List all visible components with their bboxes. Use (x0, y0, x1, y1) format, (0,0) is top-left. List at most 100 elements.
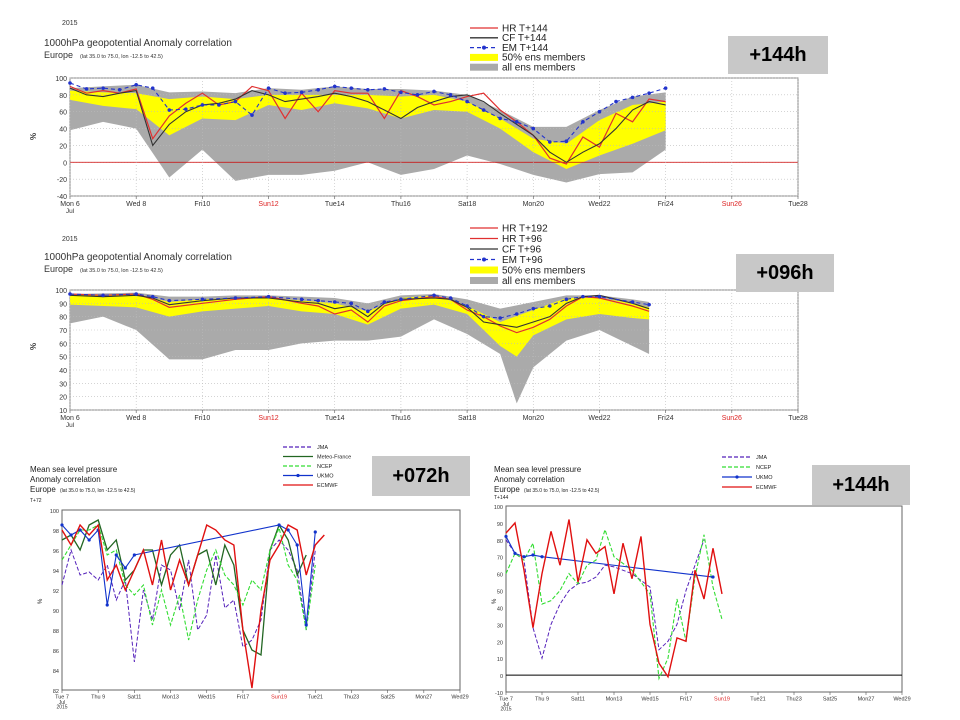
plot-area: 10 20 30 40 50 60 70 80 90 100 Mon 6 Wed 8 Fri10 Sun1… (55, 288, 808, 429)
chart-region-note: (lat 35.0 to 75.0, lon -12.5 to 42.5) (524, 488, 600, 494)
x-tick-label: Tue 7 (499, 697, 513, 703)
legend-label: UKMO (756, 475, 773, 481)
point-em-t-144 (647, 91, 651, 95)
point-em-t-144 (597, 109, 602, 114)
y-tick-label: -10 (495, 691, 503, 697)
y-tick-label: -40 (57, 194, 67, 201)
x-year-label: 2015 (500, 707, 511, 713)
legend-swatch (470, 277, 498, 284)
legend-label: CF T+96 (502, 244, 541, 255)
point-em-t-144 (84, 87, 89, 91)
point-em-t-96 (101, 293, 105, 298)
point-em-t-144 (415, 93, 420, 97)
point-ukmo (132, 553, 136, 557)
all-ens-members-band (70, 292, 650, 404)
point-em-t-144 (332, 84, 337, 89)
point-em-t-96 (134, 292, 138, 296)
y-tick-label: 10 (497, 657, 503, 663)
x-tick-label: Tue 7 (55, 695, 69, 701)
chart-title: Mean sea level pressure (494, 465, 582, 474)
point-em-t-96 (68, 292, 72, 296)
y-tick-label: 90 (53, 609, 59, 615)
y-tick-label: 60 (497, 573, 503, 579)
point-em-t-144 (299, 90, 304, 95)
point-em-t-96 (332, 300, 337, 304)
lead-time-badge: +072h (372, 456, 470, 496)
point-em-t-144 (663, 86, 668, 90)
y-tick-label: 0 (63, 160, 67, 167)
point-em-t-96 (481, 314, 486, 319)
x-tick-label: Sun19 (714, 697, 730, 703)
point-em-t-96 (448, 296, 453, 300)
y-tick-label: 90 (497, 522, 503, 528)
point-em-t-96 (200, 297, 205, 302)
x-tick-label: Sat18 (458, 201, 476, 208)
point-em-t-96 (597, 294, 602, 299)
chart-region: Europe (44, 264, 73, 274)
series-ukmo (61, 524, 316, 626)
point-ukmo (60, 523, 64, 527)
point-em-t-144 (564, 139, 569, 144)
x-month-label: Jul (503, 702, 509, 708)
x-tick-label: Tue14 (325, 415, 345, 422)
lead-label: T+72 (30, 498, 42, 504)
point-ukmo (87, 538, 91, 542)
point-em-t-144 (117, 88, 122, 92)
x-tick-label: Mon27 (415, 695, 432, 701)
x-tick-label: Wed22 (588, 415, 610, 422)
point-em-t-96 (167, 298, 172, 303)
series-ncep (61, 524, 316, 641)
x-tick-label: Tue14 (325, 201, 345, 208)
x-tick-label: Mon20 (523, 415, 545, 422)
y-tick-label: 100 (494, 505, 503, 511)
point-em-t-144 (498, 116, 502, 121)
y-tick-label: 30 (497, 623, 503, 629)
chart-title: Mean sea level pressure (30, 465, 118, 474)
y-tick-label: 80 (59, 315, 67, 322)
x-month-label: Jul (59, 700, 65, 706)
x-tick-label: Fri24 (658, 415, 674, 422)
chart-panel-4: Mean sea level pressure Anomaly correlat… (492, 455, 911, 713)
lead-time-badge: +096h (736, 254, 834, 292)
point-em-t-144 (266, 86, 271, 90)
point-ukmo (123, 566, 127, 570)
point-ukmo (295, 543, 299, 547)
legend-label: HR T+96 (502, 234, 543, 245)
point-em-t-144 (382, 87, 387, 91)
legend-label: Meteo-France (317, 454, 351, 460)
y-axis-label: % (38, 598, 44, 604)
point-ukmo (711, 575, 715, 579)
x-tick-label: Thu 9 (535, 697, 549, 703)
x-tick-label: Sat25 (380, 695, 394, 701)
y-axis-label: % (492, 598, 498, 604)
x-tick-label: Wed15 (198, 695, 215, 701)
legend-marker (735, 475, 739, 479)
y-tick-label: 0 (500, 674, 503, 680)
x-tick-label: Thu16 (391, 415, 411, 422)
x-tick-label: Mon27 (858, 697, 875, 703)
point-em-t-144 (316, 88, 320, 92)
lead-time-badge: +144h (812, 465, 910, 505)
plot-area: 82 84 86 88 90 92 94 96 98 100 Tue 7 Thu 9 Sat11 Mon1… (50, 509, 469, 711)
y-tick-label: 40 (59, 127, 67, 134)
point-em-t-96 (498, 316, 502, 320)
y-tick-label: 20 (59, 143, 67, 150)
x-year-label: 2015 (56, 705, 67, 711)
x-tick-label: Sat11 (127, 695, 141, 701)
x-tick-label: Tue21 (750, 697, 765, 703)
y-tick-label: 60 (59, 110, 67, 117)
point-ukmo (304, 623, 308, 627)
point-em-t-144 (448, 93, 453, 97)
series-ecmwf (61, 523, 325, 689)
legend-label: all ens members (502, 276, 575, 287)
point-em-t-144 (630, 95, 635, 100)
point-em-t-144 (548, 140, 552, 144)
series-ecmwf (505, 519, 723, 679)
x-tick-label: Thu23 (786, 697, 802, 703)
point-ukmo (78, 528, 82, 532)
point-em-t-144 (217, 103, 221, 107)
y-tick-label: -20 (57, 177, 67, 184)
point-em-t-96 (630, 300, 635, 304)
point-ukmo (504, 534, 508, 539)
point-em-t-96 (531, 306, 536, 311)
